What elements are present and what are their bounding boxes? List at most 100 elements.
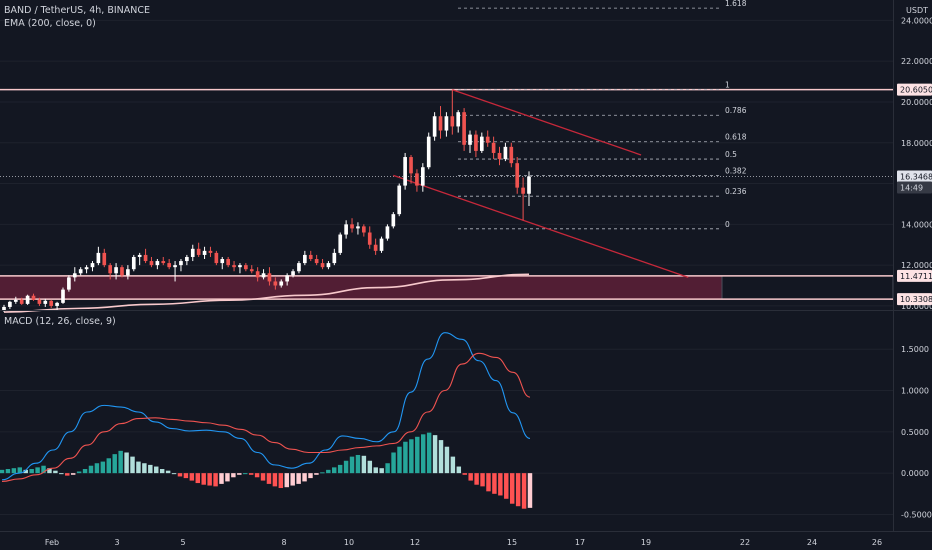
histogram-bar xyxy=(130,456,135,474)
candle-down xyxy=(462,108,466,151)
histogram-bar xyxy=(337,464,343,474)
histogram-bar xyxy=(59,473,64,475)
candle-up xyxy=(303,250,307,266)
candle-up xyxy=(444,112,449,137)
badge-text: 16.3468 xyxy=(900,172,932,181)
candle-down xyxy=(314,254,319,266)
ema-200-line xyxy=(3,273,530,313)
candle-down xyxy=(521,177,525,221)
candle-up xyxy=(238,263,242,274)
candle-body xyxy=(102,252,107,266)
candle-down xyxy=(208,246,213,257)
candle-up xyxy=(137,252,142,266)
candle-body xyxy=(131,256,136,270)
price-axis[interactable]: 24.000022.000020.000018.000016.000014.00… xyxy=(897,16,932,311)
price-tick-label: 10.0000 xyxy=(901,302,932,311)
histogram-bar xyxy=(515,473,521,507)
histogram-bar xyxy=(225,473,230,482)
candle-up xyxy=(338,232,343,255)
candle-down xyxy=(232,261,236,272)
candle-body xyxy=(391,214,396,227)
histogram-bar xyxy=(88,465,94,474)
time-tick-label: 8 xyxy=(281,538,286,547)
histogram-bar xyxy=(332,467,337,474)
candle-down xyxy=(367,226,372,249)
candle-down xyxy=(19,297,24,305)
candle-up xyxy=(261,269,266,280)
macd-histogram xyxy=(0,432,533,509)
histogram-bar xyxy=(420,434,426,474)
histogram-bar xyxy=(5,469,11,474)
candle-up xyxy=(90,261,95,272)
histogram-bar xyxy=(189,473,195,481)
descending-channel[interactable] xyxy=(393,89,689,278)
candle-body xyxy=(49,300,54,306)
histogram-bar xyxy=(527,473,533,508)
time-axis[interactable]: Feb 3 5 8 10 12 15 17 19 22 24 26 xyxy=(45,538,882,547)
candle-up xyxy=(78,267,83,276)
candle-body xyxy=(450,116,455,127)
histogram-bar xyxy=(94,463,100,474)
ema-200-path xyxy=(3,273,530,313)
ema-legend[interactable]: EMA (200, close, 0) xyxy=(4,18,96,29)
candle-body xyxy=(403,157,407,186)
candle-up xyxy=(126,265,130,280)
candle-up xyxy=(379,236,384,253)
candle-body xyxy=(303,254,307,264)
candle-down xyxy=(143,248,148,264)
histogram-bar xyxy=(379,468,384,474)
candle-up xyxy=(332,248,337,266)
candle-up xyxy=(8,300,12,309)
time-tick-label: 22 xyxy=(740,538,750,547)
histogram-bar xyxy=(391,452,396,474)
candle-body xyxy=(426,136,431,168)
histogram-bar xyxy=(326,469,331,474)
zone-rect[interactable] xyxy=(0,275,722,300)
candle-body xyxy=(291,271,295,276)
candle-down xyxy=(244,263,248,272)
candle-body xyxy=(255,271,260,278)
macd-tick-label: 0.5000 xyxy=(901,428,929,437)
histogram-bar xyxy=(462,473,467,475)
candle-body xyxy=(149,261,154,266)
histogram-bar xyxy=(349,456,355,474)
fibonacci-retracement[interactable]: 1 0.786 0.618 0.5 0.382 0.236 0 1.618 xyxy=(458,0,747,230)
candle-body xyxy=(55,302,59,306)
candle-up xyxy=(503,142,508,162)
channel-upper[interactable] xyxy=(452,89,642,156)
fib-level-label: 0.5 xyxy=(725,150,737,159)
time-tick-label: 17 xyxy=(575,538,585,547)
symbol-legend[interactable]: BAND / TetherUS, 4h, BINANCE xyxy=(4,5,151,16)
candle-body xyxy=(61,289,65,303)
time-tick-label: 10 xyxy=(344,538,354,547)
histogram-bar xyxy=(403,441,408,474)
histogram-bar xyxy=(29,469,34,474)
candle-up xyxy=(190,244,195,262)
candle-up xyxy=(96,246,101,266)
candle-up xyxy=(72,267,77,282)
candle-body xyxy=(356,226,360,229)
price-badge-level: 11.4711 xyxy=(897,269,932,282)
candle-body xyxy=(25,295,30,304)
horizontal-levels[interactable] xyxy=(0,88,893,300)
candle-body xyxy=(474,134,478,151)
candle-body xyxy=(238,265,242,268)
histogram-bar xyxy=(76,471,82,474)
macd-axis[interactable]: 1.5000 1.0000 0.5000 0.0000 -0.5000 xyxy=(901,345,932,519)
badge-text: 20.6050 xyxy=(900,86,932,95)
candle-body xyxy=(397,185,402,215)
histogram-bar xyxy=(320,472,325,474)
candle-body xyxy=(232,265,236,268)
macd-legend[interactable]: MACD (12, 26, close, 9) xyxy=(4,316,116,327)
histogram-bar xyxy=(47,468,52,474)
histogram-bar xyxy=(266,473,272,484)
candlestick-series xyxy=(2,89,531,313)
channel-lower[interactable] xyxy=(393,174,689,278)
macd-tick-label: 0.0000 xyxy=(901,469,929,478)
histogram-bar xyxy=(195,473,200,484)
candle-body xyxy=(362,226,366,233)
currency-label: USDT xyxy=(906,6,928,15)
candle-body xyxy=(244,265,248,270)
